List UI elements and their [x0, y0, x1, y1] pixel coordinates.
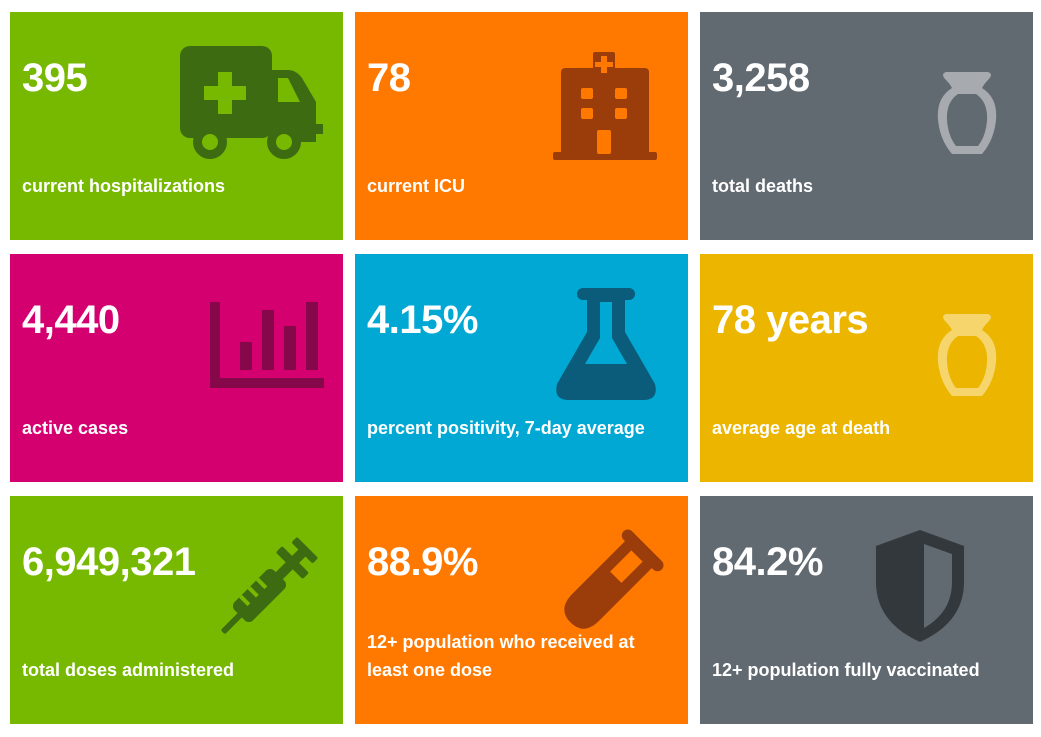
stat-value: 395: [22, 56, 88, 100]
stat-value: 78 years: [712, 298, 869, 342]
tile-total-deaths: 3,258 total deaths: [700, 12, 1033, 240]
stat-label: percent positivity, 7-day average: [367, 418, 645, 438]
stat-value: 84.2%: [712, 540, 823, 584]
tile-average-age-at-death: 78 years average age at death: [700, 254, 1033, 482]
stat-value: 4.15%: [367, 298, 478, 342]
urn-icon: [937, 72, 997, 154]
stat-label: 12+ population fully vaccinated: [712, 660, 980, 680]
tile-population-one-dose: 88.9% 12+ population who received at lea…: [355, 496, 688, 724]
stat-label: total deaths: [712, 176, 814, 196]
stat-label: current ICU: [367, 176, 466, 196]
stat-value: 4,440: [22, 298, 120, 342]
stat-value: 78: [367, 56, 411, 100]
flask-icon: [556, 288, 656, 400]
stat-value: 88.9%: [367, 540, 478, 584]
tile-total-doses-administered: 6,949,321 total doses administered: [10, 496, 343, 724]
urn-icon: [937, 314, 997, 396]
stat-label: current hospitalizations: [22, 176, 226, 196]
bar-chart-icon: [210, 302, 324, 388]
tile-percent-positivity: 4.15% percent positivity, 7-day average: [355, 254, 688, 482]
tile-current-icu: 78 current ICU: [355, 12, 688, 240]
stat-label: active cases: [22, 418, 129, 438]
tile-current-hospitalizations: 395 current hospitalizations: [10, 12, 343, 240]
hospital-icon: [553, 52, 657, 160]
ambulance-icon: [180, 46, 323, 159]
test-tube-icon: [564, 529, 664, 629]
syringe-icon: [221, 537, 318, 634]
stat-value: 3,258: [712, 56, 810, 100]
shield-icon: [876, 530, 964, 642]
tile-population-fully-vaccinated: 84.2% 12+ population fully vaccinated: [700, 496, 1033, 724]
stat-label: average age at death: [712, 418, 891, 438]
stat-label: 12+ population who received at least one…: [367, 632, 635, 680]
stat-label: total doses administered: [22, 660, 235, 680]
tile-active-cases: 4,440 active cases: [10, 254, 343, 482]
stat-value: 6,949,321: [22, 540, 196, 584]
